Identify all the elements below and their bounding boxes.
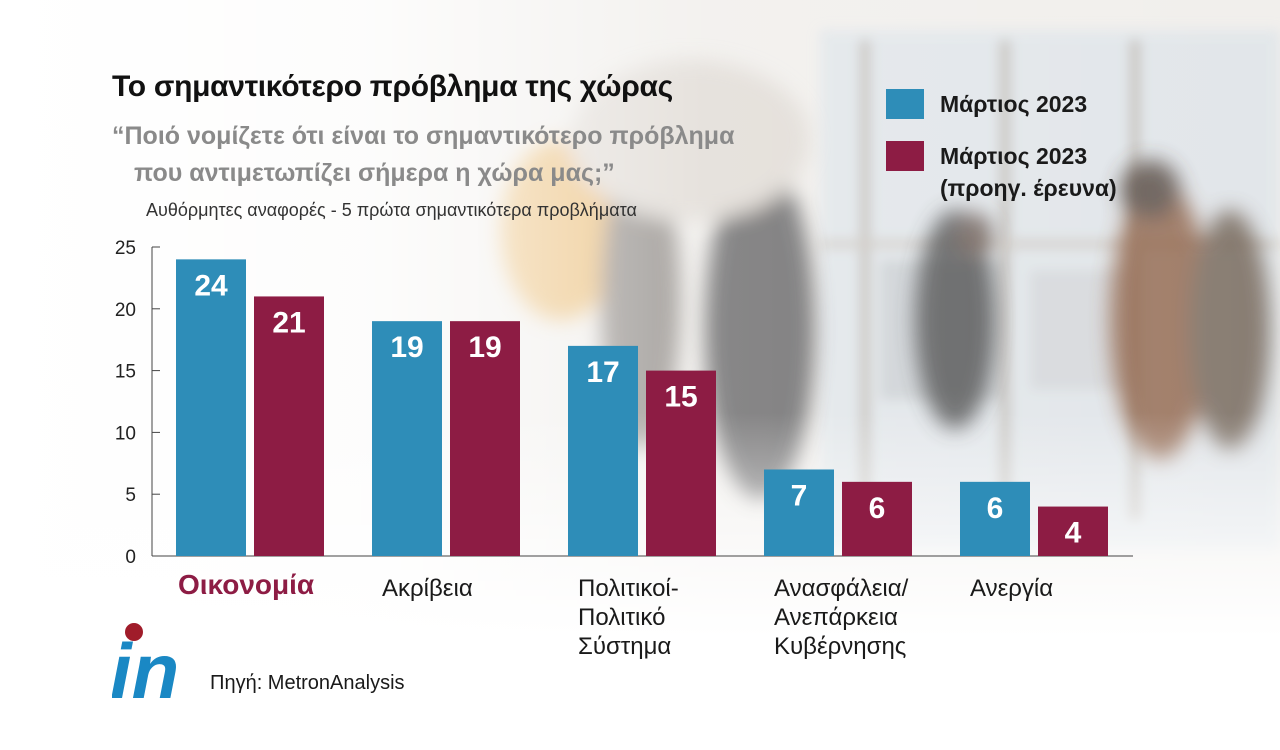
- bar-value-label: 21: [272, 306, 305, 339]
- bar-value-label: 24: [194, 269, 228, 302]
- bar-current: [372, 321, 442, 556]
- bar-value-label: 6: [869, 492, 886, 525]
- survey-question-line-2: που αντιμετωπίζει σήμερα η χώρα μας;”: [134, 159, 615, 187]
- legend-label-previous: Μάρτιος 2023 (προηγ. έρευνα): [940, 140, 1117, 204]
- category-label: Ανασφάλεια/ Ανεπάρκεια Κυβέρνησης: [774, 575, 909, 660]
- in-logo: in: [112, 623, 179, 702]
- y-tick-label: 15: [115, 362, 136, 383]
- bar-current: [568, 345, 638, 556]
- y-tick-label: 10: [115, 423, 136, 444]
- logo-text: in: [112, 627, 179, 702]
- survey-question: “Ποιό νομίζετε ότι είναι το σημαντικότερ…: [112, 118, 734, 192]
- y-tick-label: 0: [125, 547, 136, 568]
- category-label: Ανεργία: [970, 575, 1054, 602]
- y-tick-label: 20: [115, 300, 136, 321]
- survey-question-line-1: “Ποιό νομίζετε ότι είναι το σημαντικότερ…: [112, 122, 735, 150]
- source-note: Πηγή: MetronAnalysis: [210, 672, 405, 694]
- legend-label-current: Μάρτιος 2023: [940, 91, 1088, 117]
- bar-previous: [450, 321, 520, 556]
- legend-swatch-previous: [886, 141, 924, 171]
- bar-previous: [842, 481, 912, 556]
- bar-value-label: 4: [1065, 517, 1082, 550]
- category-label: Πολιτικοί- Πολιτικό Σύστημα: [578, 575, 679, 660]
- bar-current: [960, 481, 1030, 556]
- bar-value-label: 17: [586, 356, 619, 389]
- bar-value-label: 19: [468, 331, 501, 364]
- legend-label-previous-main: Μάρτιος 2023: [940, 143, 1088, 169]
- bar-previous: [254, 296, 324, 556]
- category-label: Οικονομία: [178, 569, 315, 600]
- bar-previous: [646, 370, 716, 556]
- legend-swatch-current: [886, 89, 924, 119]
- bar-value-label: 6: [987, 492, 1004, 525]
- y-tick-label: 25: [115, 238, 136, 259]
- bar-previous: [1038, 506, 1108, 556]
- bar-value-label: 15: [664, 381, 697, 414]
- bar-value-label: 7: [791, 479, 808, 512]
- logo-dot: [125, 623, 143, 641]
- bar-current: [176, 259, 246, 556]
- legend-label-previous-sub: (προηγ. έρευνα): [940, 175, 1117, 201]
- chart-subtitle: Αυθόρμητες αναφορές - 5 πρώτα σημαντικότ…: [146, 200, 637, 220]
- category-label: Ακρίβεια: [382, 575, 473, 602]
- bar-value-label: 19: [390, 331, 423, 364]
- chart-title: Το σημαντικότερο πρόβλημα της χώρας: [112, 70, 673, 103]
- bar-current: [764, 469, 834, 556]
- y-tick-label: 5: [125, 485, 136, 506]
